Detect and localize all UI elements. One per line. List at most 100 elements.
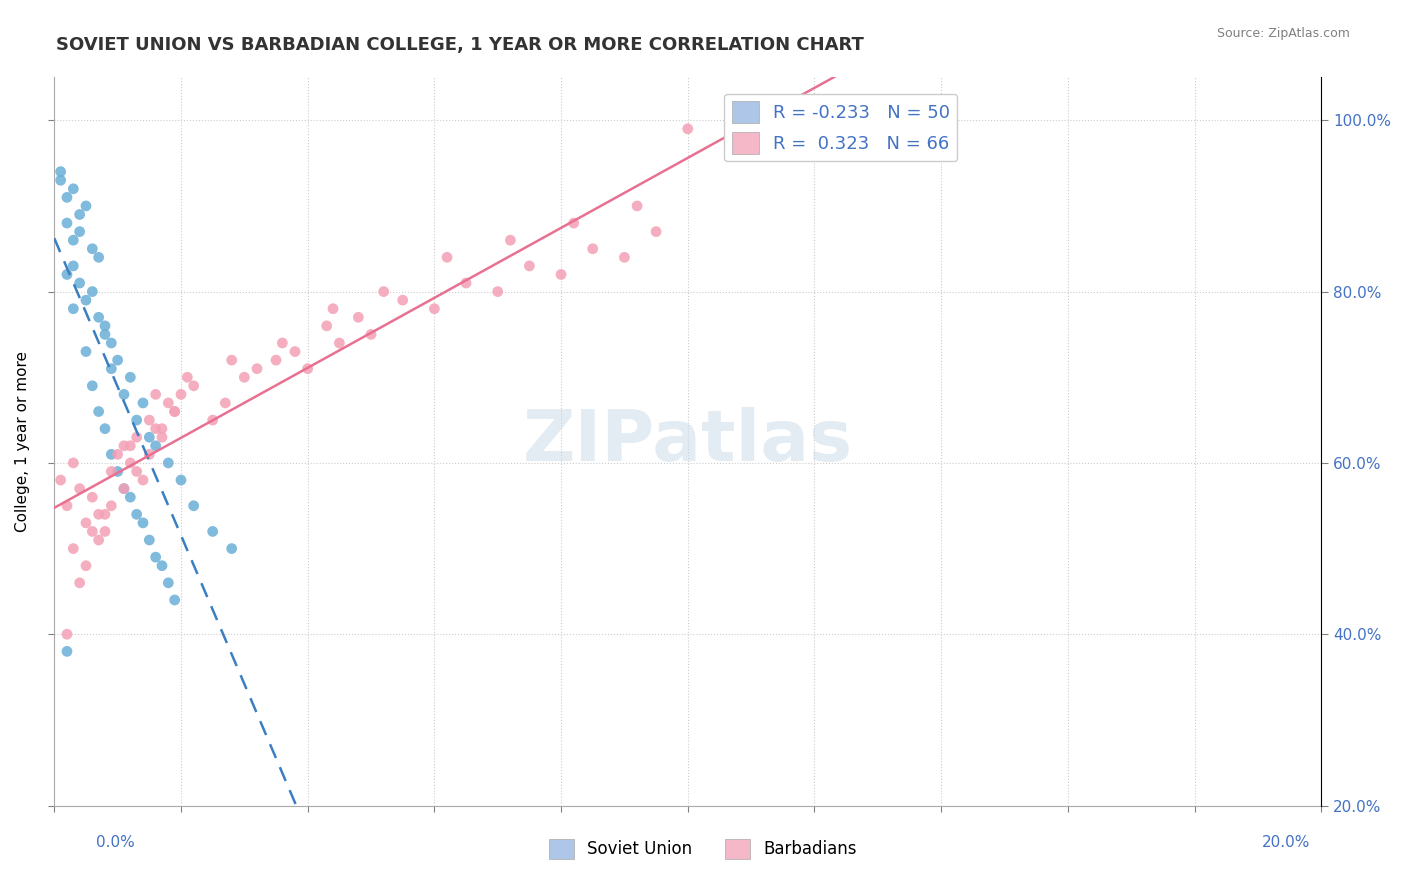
Point [562, 216, 585, 230]
Point [112, 439, 135, 453]
Point [62, 456, 84, 470]
Point [163, 593, 186, 607]
Point [56, 627, 79, 641]
Point [100, 336, 122, 351]
Point [150, 430, 173, 444]
Point [125, 430, 148, 444]
Point [183, 499, 205, 513]
Point [499, 233, 522, 247]
Point [75, 293, 97, 308]
Point [120, 439, 142, 453]
Point [138, 430, 160, 444]
Point [82, 524, 104, 539]
Point [550, 268, 572, 282]
Point [82, 490, 104, 504]
Point [436, 250, 458, 264]
Point [125, 508, 148, 522]
Point [170, 473, 193, 487]
Point [62, 182, 84, 196]
Point [246, 361, 269, 376]
Point [626, 199, 648, 213]
Point [56, 644, 79, 658]
Point [69, 482, 91, 496]
Point [62, 541, 84, 556]
Point [315, 318, 337, 333]
Point [132, 473, 155, 487]
Point [201, 524, 224, 539]
Point [62, 233, 84, 247]
Point [145, 422, 167, 436]
Point [107, 353, 129, 368]
Text: SOVIET UNION VS BARBADIAN COLLEGE, 1 YEAR OR MORE CORRELATION CHART: SOVIET UNION VS BARBADIAN COLLEGE, 1 YEA… [56, 36, 865, 54]
Point [423, 301, 446, 316]
Point [145, 387, 167, 401]
Point [62, 301, 84, 316]
Point [486, 285, 509, 299]
Point [120, 456, 142, 470]
Point [125, 465, 148, 479]
Point [157, 396, 180, 410]
Point [94, 318, 117, 333]
Legend: R = -0.233   N = 50, R =  0.323   N = 66: R = -0.233 N = 50, R = 0.323 N = 66 [724, 94, 957, 161]
Point [112, 482, 135, 496]
Point [132, 396, 155, 410]
Point [87, 250, 110, 264]
Point [347, 310, 370, 325]
Point [112, 482, 135, 496]
Point [69, 207, 91, 221]
Point [221, 541, 243, 556]
Point [120, 370, 142, 384]
Point [94, 422, 117, 436]
Point [157, 456, 180, 470]
Point [87, 404, 110, 418]
Point [100, 499, 122, 513]
Point [157, 575, 180, 590]
Text: Source: ZipAtlas.com: Source: ZipAtlas.com [1216, 27, 1350, 40]
Legend: Soviet Union, Barbadians: Soviet Union, Barbadians [543, 832, 863, 866]
Point [214, 396, 236, 410]
Point [454, 276, 477, 290]
Point [75, 516, 97, 530]
Point [49, 164, 72, 178]
Point [125, 413, 148, 427]
Point [56, 268, 79, 282]
Point [69, 225, 91, 239]
Point [221, 353, 243, 368]
Point [271, 336, 294, 351]
Point [676, 121, 699, 136]
Point [297, 361, 319, 376]
Point [170, 387, 193, 401]
Point [145, 439, 167, 453]
Point [328, 336, 350, 351]
Point [150, 422, 173, 436]
Text: 20.0%: 20.0% [1263, 836, 1310, 850]
Point [183, 379, 205, 393]
Point [100, 465, 122, 479]
Y-axis label: College, 1 year or more: College, 1 year or more [15, 351, 30, 532]
Point [62, 259, 84, 273]
Point [132, 516, 155, 530]
Point [107, 447, 129, 461]
Point [56, 216, 79, 230]
Point [145, 550, 167, 565]
Point [176, 370, 198, 384]
Point [82, 242, 104, 256]
Point [391, 293, 413, 308]
Point [138, 533, 160, 547]
Point [94, 524, 117, 539]
Point [56, 499, 79, 513]
Point [360, 327, 382, 342]
Point [69, 575, 91, 590]
Point [150, 558, 173, 573]
Point [264, 353, 287, 368]
Point [138, 447, 160, 461]
Point [100, 447, 122, 461]
Point [75, 199, 97, 213]
Text: 0.0%: 0.0% [96, 836, 135, 850]
Point [107, 465, 129, 479]
Point [138, 413, 160, 427]
Point [49, 173, 72, 187]
Point [87, 310, 110, 325]
Point [94, 327, 117, 342]
Point [613, 250, 636, 264]
